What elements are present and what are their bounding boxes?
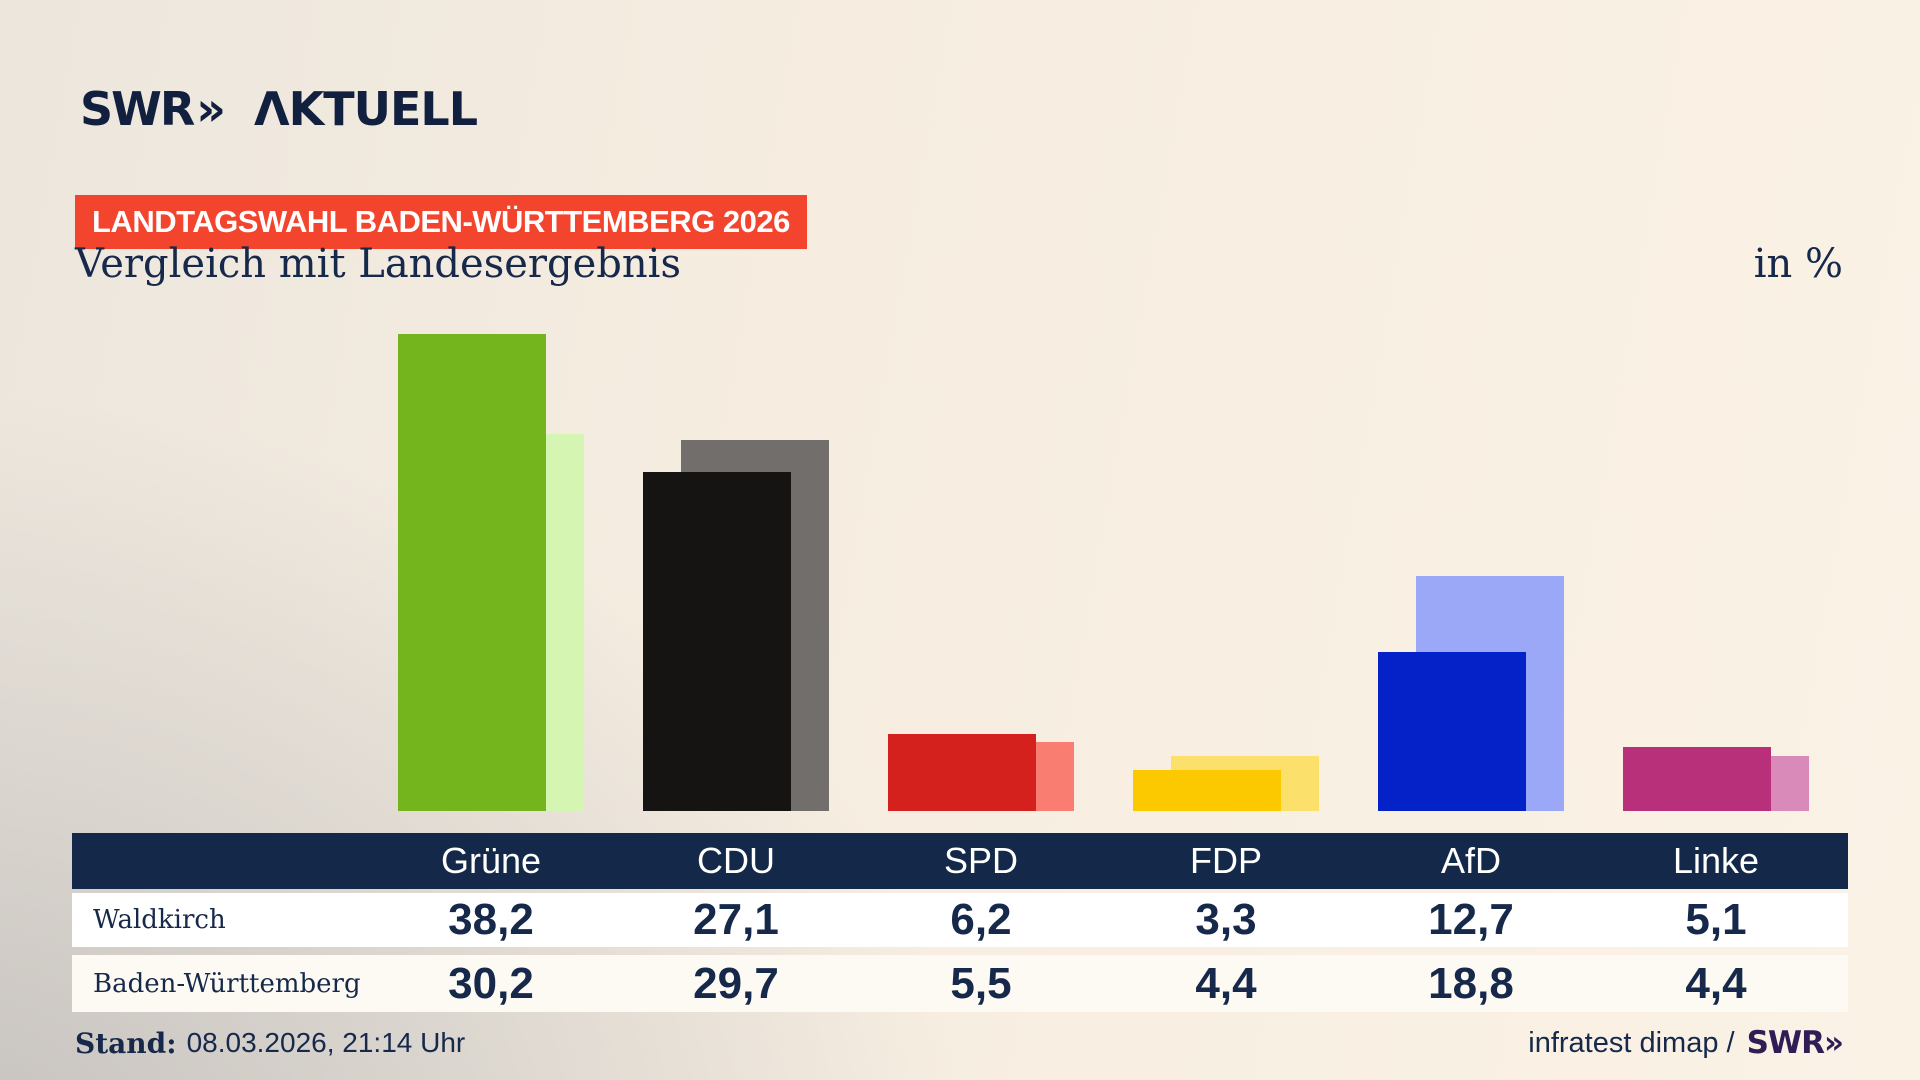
swr-aktuell-logo: SWR» ΛKTUELL xyxy=(80,86,478,132)
bar-afd-waldkirch xyxy=(1378,652,1526,811)
column-header-fdp: FDP xyxy=(1190,840,1262,881)
value-spd-waldkirch: 6,2 xyxy=(950,895,1012,944)
bar-grüne-waldkirch xyxy=(398,333,546,811)
row-label: Baden-Württemberg xyxy=(93,968,361,999)
value-cdu-waldkirch: 27,1 xyxy=(693,895,779,944)
column-header-cdu: CDU xyxy=(697,840,775,881)
row-label: Waldkirch xyxy=(93,905,226,935)
logo-aktuell-text: ΛKTUELL xyxy=(254,82,478,136)
source-text: infratest dimap / xyxy=(1528,1026,1735,1059)
column-header-spd: SPD xyxy=(943,840,1019,881)
value-afd-waldkirch: 12,7 xyxy=(1428,895,1514,944)
value-fdp-waldkirch: 3,3 xyxy=(1195,895,1257,944)
logo-swr-text: SWR xyxy=(80,82,195,136)
value-grüne-waldkirch: 38,2 xyxy=(448,895,534,944)
value-fdp-land: 4,4 xyxy=(1195,958,1257,1008)
stand-label: Stand: xyxy=(75,1026,177,1060)
stand-value: 08.03.2026, 21:14 Uhr xyxy=(186,1027,466,1058)
election-badge: LANDTAGSWAHL BADEN-WÜRTTEMBERG 2026 xyxy=(75,195,807,249)
unit-label: in % xyxy=(1753,241,1843,287)
table-header-row: Grüne CDU SPD FDP AfD Linke xyxy=(72,833,1848,889)
value-afd-land: 18,8 xyxy=(1428,958,1514,1008)
status-timestamp: Stand: 08.03.2026, 21:14 Uhr xyxy=(75,1022,465,1064)
swr-logo-small: SWR» xyxy=(1746,1025,1844,1061)
column-header-afd: AfD xyxy=(1440,840,1502,881)
logo-chevrons-icon: » xyxy=(196,82,226,136)
value-cdu-land: 29,7 xyxy=(693,958,779,1008)
table-row-baden-wuerttemberg: Baden-Württemberg 30,2 29,7 5,5 4,4 18,8 4,4 xyxy=(72,955,1848,1012)
source-attribution: infratest dimap / SWR» xyxy=(1528,1022,1844,1064)
column-header-linke: Linke xyxy=(1672,840,1760,881)
column-header-grüne: Grüne xyxy=(440,840,542,881)
value-linke-waldkirch: 5,1 xyxy=(1685,895,1747,944)
table-row-waldkirch: Waldkirch 38,2 27,1 6,2 3,3 12,7 5,1 xyxy=(72,893,1848,947)
chart-title: Vergleich mit Landesergebnis xyxy=(75,241,681,287)
bar-fdp-waldkirch xyxy=(1133,769,1281,811)
bar-spd-waldkirch xyxy=(888,733,1036,811)
bar-cdu-waldkirch xyxy=(643,472,791,811)
value-linke-land: 4,4 xyxy=(1685,958,1747,1008)
value-grüne-land: 30,2 xyxy=(448,958,534,1008)
value-spd-land: 5,5 xyxy=(950,958,1012,1008)
bar-linke-waldkirch xyxy=(1623,747,1771,811)
